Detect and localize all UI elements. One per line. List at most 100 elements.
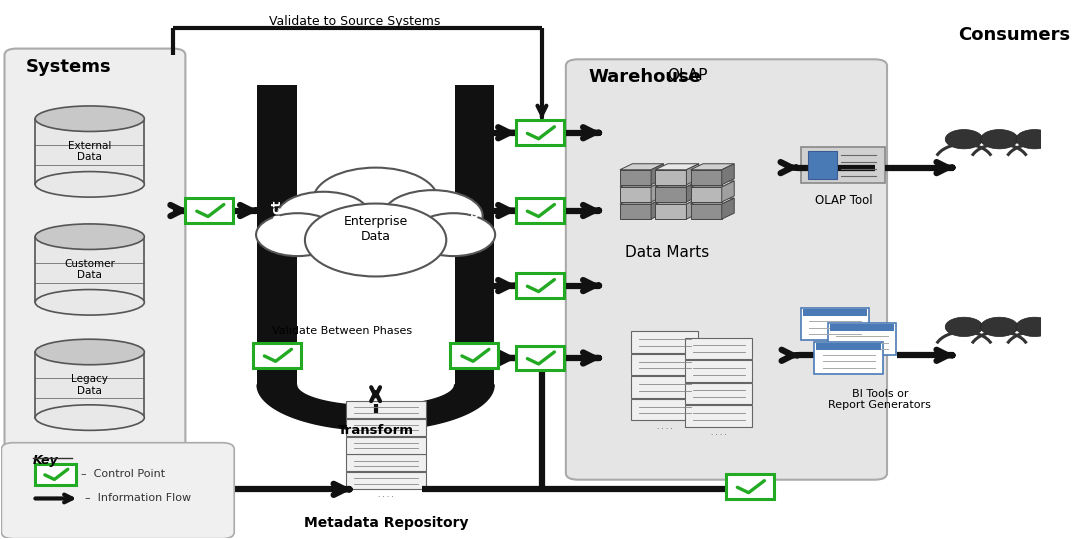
Ellipse shape bbox=[35, 405, 145, 430]
FancyBboxPatch shape bbox=[35, 464, 76, 485]
Circle shape bbox=[1016, 317, 1053, 336]
Circle shape bbox=[412, 213, 496, 256]
Ellipse shape bbox=[35, 171, 145, 197]
Text: Key: Key bbox=[33, 454, 59, 467]
Polygon shape bbox=[655, 164, 699, 170]
FancyBboxPatch shape bbox=[566, 59, 887, 480]
FancyBboxPatch shape bbox=[801, 147, 886, 183]
FancyBboxPatch shape bbox=[253, 343, 301, 368]
Text: Validate Between Phases: Validate Between Phases bbox=[272, 326, 412, 336]
Polygon shape bbox=[620, 198, 663, 204]
Circle shape bbox=[946, 317, 983, 336]
Polygon shape bbox=[722, 164, 734, 185]
Circle shape bbox=[980, 129, 1019, 149]
Polygon shape bbox=[620, 181, 663, 187]
FancyBboxPatch shape bbox=[1, 443, 234, 538]
FancyBboxPatch shape bbox=[828, 323, 897, 355]
FancyBboxPatch shape bbox=[347, 419, 425, 436]
Polygon shape bbox=[620, 204, 651, 219]
FancyBboxPatch shape bbox=[186, 198, 234, 223]
FancyBboxPatch shape bbox=[686, 383, 752, 404]
Text: Transform: Transform bbox=[338, 424, 414, 437]
FancyBboxPatch shape bbox=[347, 401, 425, 418]
FancyBboxPatch shape bbox=[632, 354, 698, 375]
Text: Legacy
Data: Legacy Data bbox=[72, 374, 109, 396]
Text: External
Data: External Data bbox=[68, 141, 112, 162]
FancyBboxPatch shape bbox=[347, 472, 425, 489]
Text: Customer
Data: Customer Data bbox=[64, 259, 115, 280]
Text: Enterprise
Data: Enterprise Data bbox=[343, 215, 408, 243]
FancyBboxPatch shape bbox=[829, 324, 895, 331]
Circle shape bbox=[305, 204, 447, 277]
Circle shape bbox=[313, 168, 438, 232]
Polygon shape bbox=[655, 181, 699, 187]
FancyBboxPatch shape bbox=[516, 345, 564, 370]
FancyBboxPatch shape bbox=[516, 120, 564, 145]
FancyBboxPatch shape bbox=[726, 474, 774, 499]
FancyBboxPatch shape bbox=[454, 85, 495, 385]
FancyBboxPatch shape bbox=[686, 360, 752, 382]
FancyBboxPatch shape bbox=[686, 337, 752, 359]
Text: · · · ·: · · · · bbox=[378, 494, 393, 500]
Text: Systems: Systems bbox=[25, 58, 111, 75]
Polygon shape bbox=[258, 385, 495, 430]
Polygon shape bbox=[651, 164, 663, 185]
FancyBboxPatch shape bbox=[450, 343, 498, 368]
FancyBboxPatch shape bbox=[516, 273, 564, 298]
Polygon shape bbox=[722, 198, 734, 219]
Ellipse shape bbox=[35, 224, 145, 250]
Text: OLAP: OLAP bbox=[666, 68, 708, 84]
Text: Consumers: Consumers bbox=[958, 25, 1070, 44]
Polygon shape bbox=[690, 204, 722, 219]
Polygon shape bbox=[620, 164, 663, 170]
Polygon shape bbox=[690, 164, 734, 170]
Ellipse shape bbox=[35, 339, 145, 365]
Polygon shape bbox=[655, 170, 686, 185]
Circle shape bbox=[980, 317, 1019, 336]
Polygon shape bbox=[690, 170, 722, 185]
FancyBboxPatch shape bbox=[632, 331, 698, 353]
Polygon shape bbox=[655, 187, 686, 202]
Polygon shape bbox=[651, 198, 663, 219]
Ellipse shape bbox=[35, 289, 145, 315]
FancyBboxPatch shape bbox=[347, 454, 425, 472]
Text: Data Marts: Data Marts bbox=[625, 245, 710, 260]
Polygon shape bbox=[686, 198, 699, 219]
Circle shape bbox=[277, 192, 371, 240]
Polygon shape bbox=[690, 198, 734, 204]
Polygon shape bbox=[722, 181, 734, 202]
Text: Extract: Extract bbox=[271, 199, 284, 249]
FancyBboxPatch shape bbox=[632, 399, 698, 420]
Text: · · · ·: · · · · bbox=[657, 426, 673, 432]
Polygon shape bbox=[690, 187, 722, 202]
Polygon shape bbox=[651, 181, 663, 202]
Text: Validate to Source Systems: Validate to Source Systems bbox=[270, 15, 440, 28]
Text: Load: Load bbox=[467, 207, 480, 241]
Text: · · · ·: · · · · bbox=[711, 432, 726, 438]
Circle shape bbox=[1016, 129, 1053, 149]
Text: Warehouse: Warehouse bbox=[589, 68, 702, 86]
FancyBboxPatch shape bbox=[347, 437, 425, 454]
Polygon shape bbox=[655, 204, 686, 219]
Text: –  Control Point: – Control Point bbox=[82, 469, 165, 479]
Polygon shape bbox=[620, 170, 651, 185]
FancyBboxPatch shape bbox=[803, 309, 867, 316]
Polygon shape bbox=[686, 164, 699, 185]
Polygon shape bbox=[620, 187, 651, 202]
FancyBboxPatch shape bbox=[808, 151, 837, 179]
Polygon shape bbox=[655, 198, 699, 204]
FancyBboxPatch shape bbox=[4, 49, 186, 490]
FancyBboxPatch shape bbox=[801, 308, 870, 340]
Text: OLAP Tool: OLAP Tool bbox=[814, 195, 872, 208]
Text: –  Information Flow: – Information Flow bbox=[85, 494, 190, 503]
Polygon shape bbox=[686, 181, 699, 202]
FancyBboxPatch shape bbox=[632, 376, 698, 398]
Ellipse shape bbox=[35, 106, 145, 132]
FancyBboxPatch shape bbox=[686, 405, 752, 426]
Polygon shape bbox=[690, 181, 734, 187]
FancyBboxPatch shape bbox=[35, 352, 145, 418]
FancyBboxPatch shape bbox=[816, 343, 880, 350]
FancyBboxPatch shape bbox=[814, 342, 883, 374]
Circle shape bbox=[257, 213, 339, 256]
FancyBboxPatch shape bbox=[258, 85, 297, 385]
